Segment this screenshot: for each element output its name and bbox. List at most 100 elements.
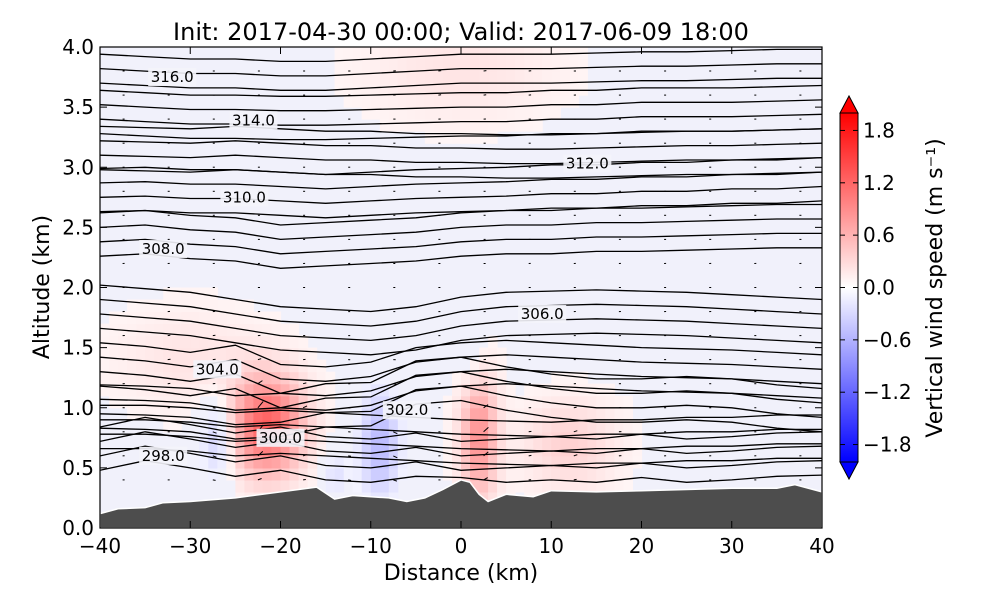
wind-cell	[145, 323, 155, 337]
wind-cell	[325, 395, 336, 409]
wind-cell	[461, 83, 471, 96]
wind-cell	[379, 119, 390, 132]
wind-cell	[524, 419, 534, 433]
wind-cell	[506, 407, 516, 421]
wind-cell	[515, 71, 525, 84]
contour-label-bg	[139, 240, 188, 259]
wind-cell	[109, 335, 119, 349]
wind-cell	[271, 407, 282, 421]
wind-cell	[370, 371, 381, 385]
wind-cell	[415, 83, 426, 96]
wind-cell	[479, 59, 489, 72]
wind-cell	[217, 323, 227, 337]
wind-cell	[488, 71, 498, 84]
wind-cell	[388, 119, 399, 132]
wind-cell	[379, 419, 390, 433]
wind-cell	[587, 467, 597, 481]
wind-cell	[578, 59, 588, 72]
wind-vector	[483, 381, 488, 385]
wind-cell	[172, 371, 182, 385]
wind-cell	[452, 467, 462, 481]
wind-cell	[623, 395, 633, 409]
wind-cell	[316, 383, 327, 397]
wind-cell	[217, 443, 227, 457]
isentrope-intermediate	[100, 140, 822, 150]
isentrope-contours	[100, 48, 822, 483]
wind-cell	[370, 455, 381, 469]
wind-cell	[569, 59, 579, 72]
wind-cell	[569, 83, 579, 96]
wind-cell	[397, 119, 408, 132]
wind-cell	[208, 287, 218, 301]
wind-cell	[271, 347, 282, 361]
wind-cell	[614, 419, 624, 433]
wind-cell	[542, 47, 552, 60]
wind-cell	[361, 455, 372, 469]
y-axis-label: Altitude (km)	[30, 215, 55, 359]
wind-cell	[560, 71, 570, 84]
wind-cell	[379, 455, 390, 469]
wind-cell	[497, 107, 507, 120]
wind-cell	[515, 479, 525, 493]
wind-cell	[542, 455, 552, 469]
x-tick-label: 30	[719, 534, 744, 558]
wind-cell	[533, 431, 543, 445]
colorbar: 1.8 1.2 0.6 0.0 −0.6 −1.2 −1.8 Vertical wind s…	[839, 94, 948, 481]
wind-cell	[479, 83, 489, 96]
wind-cell	[361, 443, 372, 457]
wind-cell	[289, 395, 300, 409]
wind-vector	[257, 478, 262, 481]
wind-cell	[289, 335, 300, 349]
wind-cell	[605, 443, 615, 457]
wind-cell	[136, 299, 146, 313]
isentrope-intermediate	[100, 247, 822, 269]
wind-cell	[506, 419, 516, 433]
wind-cell	[542, 419, 552, 433]
wind-cell	[506, 455, 516, 469]
wind-cell	[118, 335, 128, 349]
wind-cell	[271, 467, 282, 481]
wind-cell	[307, 395, 318, 409]
wind-cell	[542, 59, 552, 72]
wind-cell	[253, 455, 263, 469]
wind-cell	[244, 395, 254, 409]
wind-cell	[433, 71, 444, 84]
wind-cell	[551, 467, 561, 481]
colorbar-tick-label: 1.8	[863, 118, 895, 142]
wind-cell	[244, 407, 254, 421]
contour-label-bg	[220, 188, 269, 207]
wind-cell	[578, 467, 588, 481]
wind-cell	[136, 359, 146, 373]
wind-cell	[578, 407, 588, 421]
wind-cell	[433, 107, 444, 120]
wind-cell	[253, 335, 263, 349]
wind-cell	[560, 455, 570, 469]
wind-cell	[506, 119, 516, 132]
wind-cell	[280, 371, 291, 385]
wind-cell	[479, 95, 489, 108]
wind-cell	[127, 347, 137, 361]
isentrope-intermediate	[100, 48, 822, 63]
wind-cell	[497, 371, 507, 385]
wind-cell	[199, 287, 209, 301]
wind-cell	[361, 71, 372, 84]
wind-cell	[262, 311, 273, 325]
isentrope-intermediate	[100, 203, 822, 226]
wind-cell	[488, 335, 498, 349]
wind-cell	[388, 71, 399, 84]
wind-cell	[470, 359, 480, 373]
wind-cell	[560, 407, 570, 421]
wind-cell	[497, 59, 507, 72]
wind-cell	[343, 95, 354, 108]
wind-cell	[479, 119, 489, 132]
wind-cell	[244, 371, 254, 385]
wind-cell	[442, 107, 453, 120]
wind-cell	[406, 47, 417, 60]
wind-vector	[302, 405, 308, 409]
wind-cell	[226, 407, 236, 421]
wind-cell	[325, 467, 336, 481]
wind-cell	[388, 59, 399, 72]
wind-cell	[488, 455, 498, 469]
wind-cell	[506, 107, 516, 120]
